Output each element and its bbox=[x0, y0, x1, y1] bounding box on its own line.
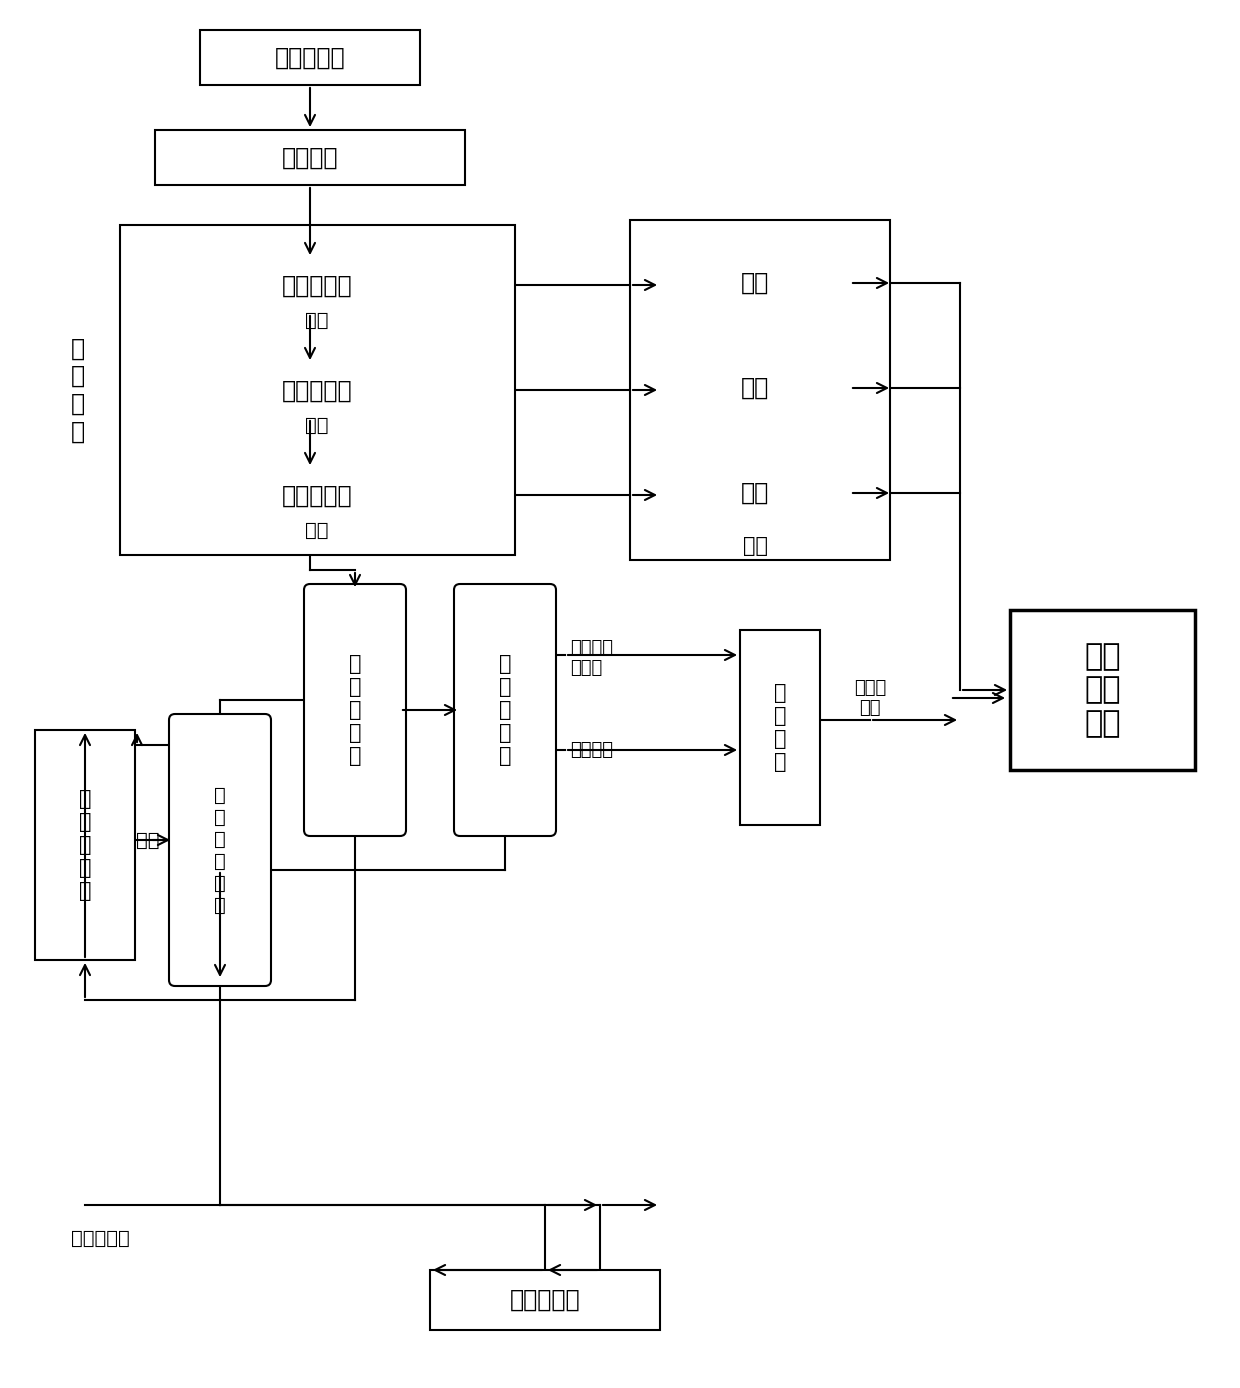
Text: 过
滤
单
元: 过 滤 单 元 bbox=[71, 336, 86, 444]
FancyBboxPatch shape bbox=[653, 457, 856, 529]
Text: 滤渣: 滤渣 bbox=[743, 536, 768, 557]
Text: 高纯苯乙烯: 高纯苯乙烯 bbox=[71, 1228, 129, 1248]
Text: 机械过滤器: 机械过滤器 bbox=[283, 273, 353, 297]
FancyBboxPatch shape bbox=[169, 713, 272, 985]
Text: 纯
化
单
元: 纯 化 单 元 bbox=[774, 683, 786, 772]
Text: 高浓度废水: 高浓度废水 bbox=[275, 46, 345, 69]
Bar bbox=[1011, 609, 1195, 770]
Text: 滤渣: 滤渣 bbox=[740, 271, 769, 296]
Text: 催化剂粉料: 催化剂粉料 bbox=[510, 1288, 580, 1312]
Text: 无
水
硫
酸
钠: 无 水 硫 酸 钠 bbox=[79, 788, 92, 901]
Text: 滤网过滤器: 滤网过滤器 bbox=[283, 379, 353, 403]
Bar bbox=[35, 730, 135, 960]
Text: 二
级
精
馏
塔: 二 级 精 馏 塔 bbox=[498, 654, 511, 766]
FancyBboxPatch shape bbox=[454, 584, 556, 836]
Text: 液相: 液相 bbox=[305, 415, 329, 434]
Bar bbox=[430, 1270, 660, 1330]
Text: 液相: 液相 bbox=[305, 311, 329, 329]
FancyBboxPatch shape bbox=[653, 247, 856, 319]
Text: 滤渣: 滤渣 bbox=[740, 376, 769, 400]
Text: 保安过滤器: 保安过滤器 bbox=[283, 483, 353, 508]
FancyBboxPatch shape bbox=[653, 353, 856, 423]
Bar bbox=[170, 258, 465, 314]
Text: 高纯乙苯: 高纯乙苯 bbox=[570, 741, 613, 759]
Text: 一
级
精
馏
塔: 一 级 精 馏 塔 bbox=[348, 654, 361, 766]
Bar bbox=[630, 221, 890, 559]
FancyBboxPatch shape bbox=[304, 584, 405, 836]
Text: 苯
乙
烯
精
馏
塔: 苯 乙 烯 精 馏 塔 bbox=[215, 786, 226, 915]
Text: 絮凝沉淀: 絮凝沉淀 bbox=[281, 146, 339, 169]
Bar bbox=[740, 630, 820, 824]
Text: 处理后
回用: 处理后 回用 bbox=[854, 679, 887, 718]
Bar bbox=[155, 130, 465, 185]
Bar bbox=[170, 364, 465, 418]
Bar bbox=[200, 31, 420, 85]
Text: 滤渣: 滤渣 bbox=[740, 482, 769, 505]
Text: 废水: 废水 bbox=[136, 830, 160, 849]
Bar bbox=[170, 468, 465, 523]
Text: 液相: 液相 bbox=[305, 520, 329, 540]
Text: 甲苯甲醇
粗产品: 甲苯甲醇 粗产品 bbox=[570, 638, 613, 677]
Text: 滤渣
回收
单元: 滤渣 回收 单元 bbox=[1084, 641, 1121, 738]
Bar bbox=[120, 225, 515, 555]
